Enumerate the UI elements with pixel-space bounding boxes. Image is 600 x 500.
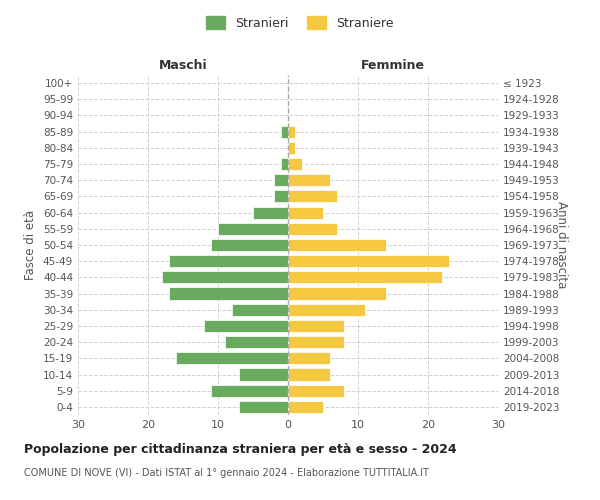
Bar xyxy=(288,206,323,218)
Bar xyxy=(169,255,288,268)
Bar xyxy=(218,222,288,235)
Text: COMUNE DI NOVE (VI) - Dati ISTAT al 1° gennaio 2024 - Elaborazione TUTTITALIA.IT: COMUNE DI NOVE (VI) - Dati ISTAT al 1° g… xyxy=(24,468,429,477)
Y-axis label: Anni di nascita: Anni di nascita xyxy=(555,202,568,288)
Bar xyxy=(169,288,288,300)
Legend: Stranieri, Straniere: Stranieri, Straniere xyxy=(202,11,398,35)
Bar xyxy=(281,126,288,138)
Bar xyxy=(288,368,330,380)
Bar xyxy=(225,336,288,348)
Bar xyxy=(176,352,288,364)
Bar xyxy=(211,239,288,251)
Bar xyxy=(274,174,288,186)
Bar xyxy=(253,206,288,218)
Bar xyxy=(204,320,288,332)
Bar xyxy=(288,190,337,202)
Bar xyxy=(288,320,344,332)
Bar xyxy=(288,288,386,300)
Bar xyxy=(288,222,337,235)
Bar xyxy=(288,239,386,251)
Bar xyxy=(288,352,330,364)
Bar xyxy=(239,368,288,380)
Bar xyxy=(274,190,288,202)
Text: Femmine: Femmine xyxy=(361,59,425,72)
Bar xyxy=(288,255,449,268)
Bar xyxy=(288,401,323,413)
Bar xyxy=(288,272,442,283)
Bar xyxy=(232,304,288,316)
Bar xyxy=(288,336,344,348)
Bar xyxy=(288,384,344,397)
Y-axis label: Fasce di età: Fasce di età xyxy=(25,210,37,280)
Bar xyxy=(162,272,288,283)
Bar xyxy=(288,126,295,138)
Text: Popolazione per cittadinanza straniera per età e sesso - 2024: Popolazione per cittadinanza straniera p… xyxy=(24,442,457,456)
Bar xyxy=(281,158,288,170)
Bar xyxy=(288,304,365,316)
Text: Maschi: Maschi xyxy=(158,59,208,72)
Bar xyxy=(239,401,288,413)
Bar xyxy=(288,158,302,170)
Bar xyxy=(288,174,330,186)
Bar xyxy=(288,142,295,154)
Bar xyxy=(211,384,288,397)
